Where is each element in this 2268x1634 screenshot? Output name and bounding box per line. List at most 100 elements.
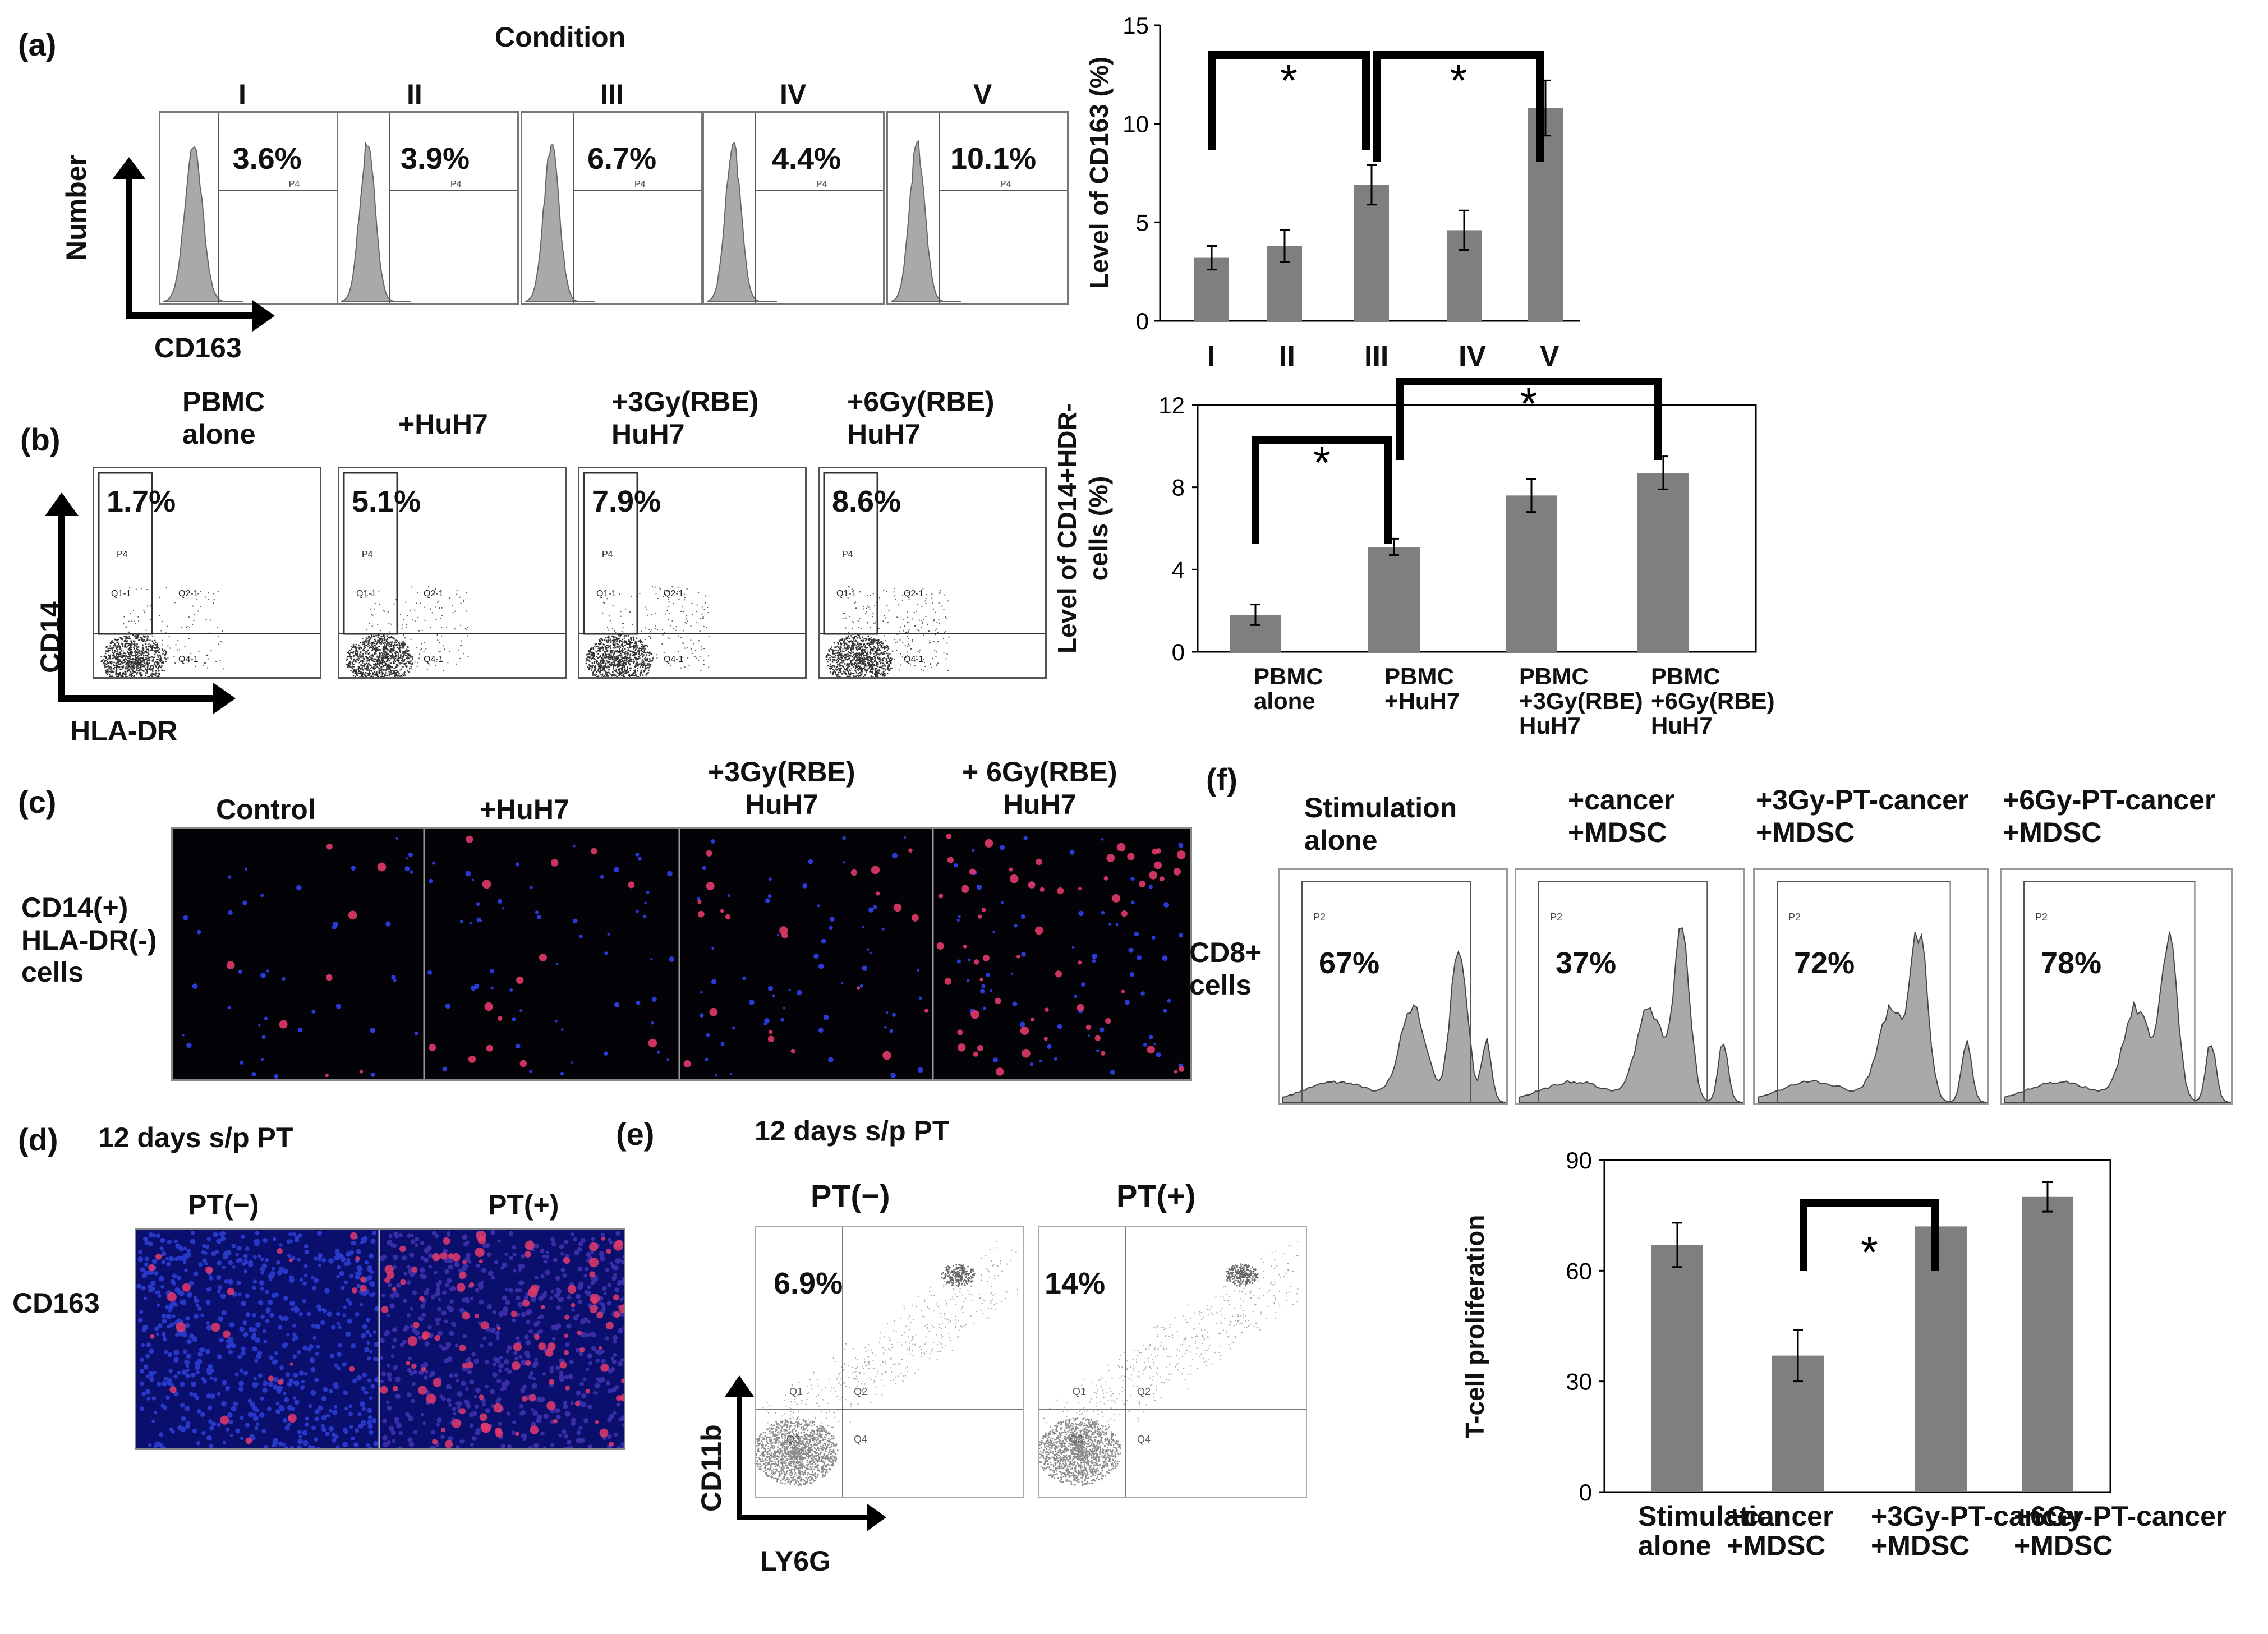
gate-label: Q2-1	[424, 589, 444, 599]
y-tick-label: 60	[1566, 1258, 1592, 1284]
dotplot-percent: 8.6%	[832, 485, 901, 518]
cd8-proliferation-histogram-2: P2 37%	[1515, 868, 1745, 1105]
bar-3	[1354, 185, 1389, 321]
gate-label: Q4-1	[904, 655, 924, 664]
condition-roman-3: III	[600, 79, 624, 110]
panel-f-row-label: CD8+ cells	[1189, 937, 1262, 1001]
panel-b-header-4: +6Gy(RBE) HuH7	[847, 386, 995, 450]
gate-label: P2	[1550, 912, 1562, 923]
significance-bracket	[1396, 378, 1662, 460]
event-dots	[825, 586, 950, 677]
histogram-svg: P2	[1758, 881, 1987, 1103]
cd163-histogram-2: P4 3.9%	[337, 111, 519, 305]
cd14-dotplot-2: P4 Q1-1 Q2-1 Q4-1 5.1%	[338, 467, 567, 679]
event-dots	[346, 586, 469, 677]
cd11b-ly6g-plot-2: Q1 Q2 Q3 Q4 14%	[1038, 1226, 1307, 1498]
significance-star: *	[1861, 1227, 1878, 1277]
panel-d-label: (d)	[18, 1122, 58, 1157]
bar-3	[1506, 495, 1557, 652]
histogram-peak	[341, 141, 411, 302]
gate-rectangle	[343, 472, 398, 635]
panel-b-label: (b)	[20, 422, 61, 457]
panel-c-header-2: +HuH7	[480, 794, 569, 825]
y-tick-label: 4	[1172, 556, 1185, 583]
panel-d-subtitle: 12 days s/p PT	[98, 1122, 293, 1153]
gate-label: P2	[1788, 912, 1801, 923]
panel-e-header-pt-plus: PT(+)	[1116, 1178, 1196, 1213]
tissue-svg	[136, 1230, 624, 1448]
event-dots	[1039, 1241, 1299, 1486]
condition-roman-4: IV	[780, 79, 807, 110]
y-tick-label: 5	[1136, 209, 1149, 236]
gate-label: P4	[362, 550, 373, 559]
cd163-axis-label: CD163	[154, 332, 242, 363]
event-dots	[585, 586, 710, 677]
histogram-svg: P4	[525, 113, 701, 303]
bar-2	[1368, 547, 1420, 652]
histogram-percent: 3.9%	[401, 142, 470, 176]
quadrant-label: Q2	[1137, 1386, 1151, 1397]
gate-rectangle	[583, 472, 638, 635]
gate-label: Q1-1	[596, 589, 617, 599]
dotplot-percent: 7.9%	[592, 485, 661, 518]
ly6g-axis-label: LY6G	[760, 1545, 831, 1577]
quadrant-label: Q4	[1137, 1434, 1151, 1445]
dotplot-percent: 5.1%	[352, 485, 421, 518]
y-tick-label: 10	[1123, 111, 1149, 137]
bar-4	[1637, 473, 1689, 652]
y-tick-label: 8	[1172, 475, 1185, 501]
gate-label: Q2-1	[664, 589, 684, 599]
histogram-percent: 6.7%	[587, 142, 657, 176]
histogram-peaks	[1758, 932, 1987, 1103]
category-label: Stimulation alone	[1638, 1500, 1791, 1562]
bar-chart-f-bar: 0 30 60 90 Stimulation alone+cancer +MDSC +3Gy-…	[1460, 1147, 2226, 1562]
category-label: V	[1540, 340, 1559, 372]
cd8-proliferation-histogram-3: P2 72%	[1753, 868, 1989, 1105]
category-label: I	[1207, 340, 1215, 372]
histogram-peaks	[2004, 931, 2231, 1103]
bar-4	[2022, 1196, 2073, 1492]
scatter-svg: Q1 Q2 Q3 Q4	[1039, 1227, 1306, 1497]
fluorescence-image-4	[936, 834, 1186, 1076]
category-label: PBMC +3Gy(RBE) HuH7	[1519, 663, 1643, 739]
dotplot-svg: P4 Q1-1 Q2-1 Q4-1	[820, 472, 1045, 677]
gate-label: P2	[1313, 912, 1326, 923]
bar-1	[1651, 1245, 1703, 1492]
cd14-dotplot-3: P4 Q1-1 Q2-1 Q4-1 7.9%	[578, 467, 807, 679]
dotplot-svg: P4 Q1-1 Q2-1 Q4-1	[339, 472, 565, 677]
category-label: PBMC alone	[1254, 663, 1323, 714]
fluorescence-image-1	[182, 837, 418, 1079]
gate-label: Q1-1	[836, 589, 857, 599]
gate-label: Q1-1	[356, 589, 376, 599]
panel-e-subtitle: 12 days s/p PT	[755, 1115, 950, 1147]
fluorescence-svg	[182, 829, 1186, 1079]
panel-f-header-2: +cancer +MDSC	[1568, 784, 1675, 848]
panel-f-label: (f)	[1206, 762, 1237, 797]
histogram-percent: 72%	[1794, 946, 1855, 980]
significance-bracket	[1800, 1199, 1939, 1271]
significance-star: *	[1450, 56, 1467, 105]
panel-d-header-pt-plus: PT(+)	[488, 1189, 559, 1221]
gate-label: P4	[450, 179, 462, 189]
histogram-peak	[707, 142, 777, 302]
gate-label: P4	[634, 179, 646, 189]
histogram-percent: 78%	[2041, 946, 2102, 980]
significance-bracket	[1208, 51, 1370, 150]
gate-label: Q2-1	[904, 589, 924, 599]
bar-chart-b-bar: 0 4 8 12 PBMC alone PBMC +HuH7 PBMC +3Gy(RBE) HuH7…	[1052, 378, 1775, 739]
cd8-proliferation-histogram-4: P2 78%	[2000, 868, 2233, 1105]
gate-label: P2	[2035, 912, 2048, 923]
histogram-peak	[891, 140, 961, 302]
quadrant-label: Q3	[1070, 1434, 1083, 1445]
panel-c-header-3: +3Gy(RBE) HuH7	[708, 756, 855, 820]
y-axis-label: T-cell proliferation	[1460, 1215, 1489, 1439]
panel-b-header-2: +HuH7	[398, 408, 488, 440]
panel-f-header-1: Stimulation alone	[1304, 792, 1457, 856]
gate-label: Q4-1	[664, 655, 684, 664]
bar-5	[1528, 108, 1563, 321]
panel-b-header-1: PBMC alone	[182, 386, 265, 450]
histogram-peaks	[1519, 927, 1743, 1103]
cd8-proliferation-histogram-1: P2 67%	[1278, 868, 1508, 1105]
y-tick-label: 15	[1123, 12, 1149, 39]
